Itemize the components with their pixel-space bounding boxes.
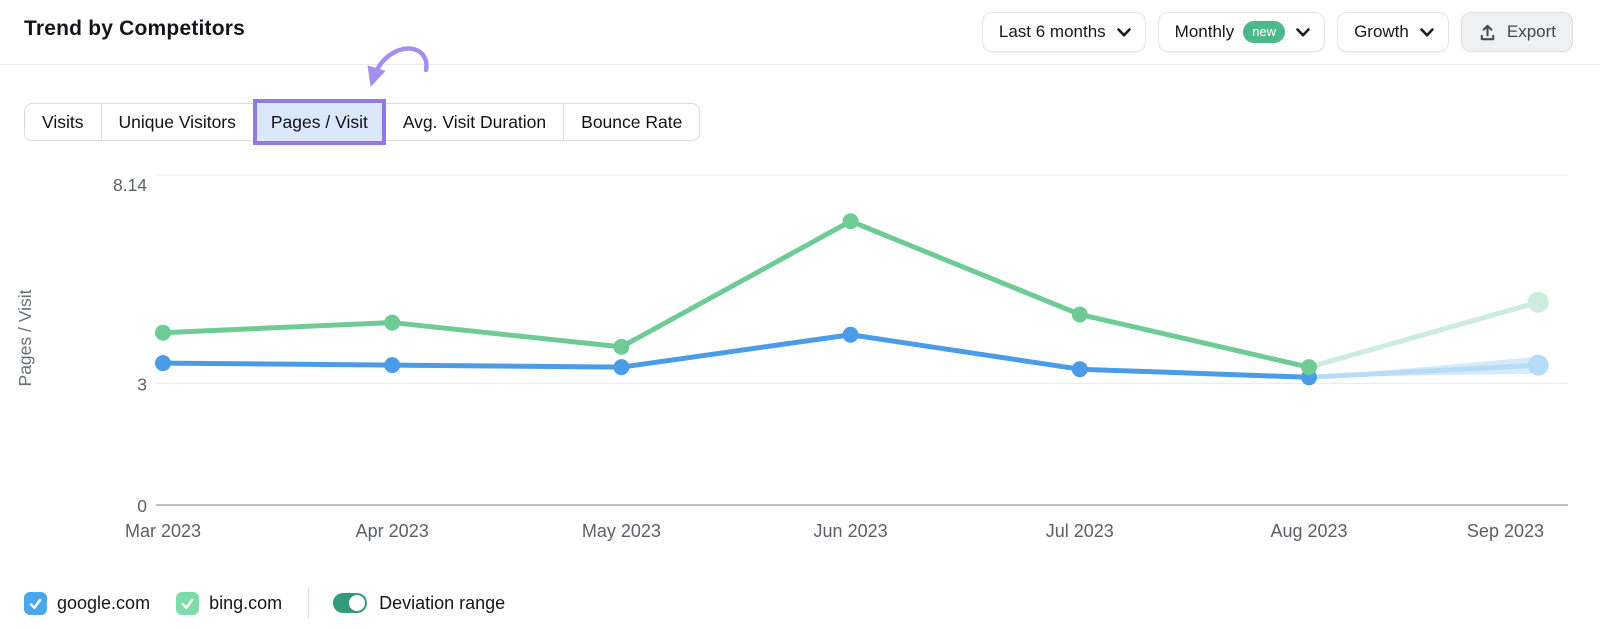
data-point-google.com[interactable] [384, 357, 401, 374]
chevron-down-icon [1420, 27, 1434, 37]
data-point-bing.com[interactable] [384, 314, 401, 331]
y-tick-label: 8.14 [113, 175, 147, 195]
legend-item-bing-com[interactable]: bing.com [176, 591, 283, 615]
trend-chart: 0 3 8.14 Pages / Visit Mar 2023 Apr 2023 May 2… [15, 174, 1568, 541]
tab-visits[interactable]: Visits [24, 103, 102, 141]
tab-unique-visitors[interactable]: Unique Visitors [100, 103, 254, 141]
chevron-down-icon [1116, 27, 1131, 37]
new-badge: new [1243, 21, 1286, 43]
x-tick-label: Jun 2023 [814, 521, 888, 541]
chevron-down-icon [1296, 27, 1310, 37]
tab-bounce-rate[interactable]: Bounce Rate [563, 103, 701, 141]
legend-item-google-com[interactable]: google.com [24, 591, 151, 615]
chart-legend: google.com bing.com Deviation range [24, 588, 505, 618]
header-controls: Last 6 months Monthly new Growth [981, 12, 1573, 52]
y-tick-label: 3 [137, 374, 147, 394]
x-tick-label: Apr 2023 [356, 521, 429, 541]
series-line-bing.com [160, 218, 1312, 370]
data-point-google.com[interactable] [1071, 361, 1088, 378]
chart-area: 0 3 8.14 Pages / Visit Mar 2023 Apr 2023 May 2… [0, 150, 1600, 580]
period-dropdown[interactable]: Last 6 months [981, 12, 1146, 52]
data-point-bing.com[interactable] [842, 213, 859, 230]
deviation-range-label: Deviation range [379, 592, 506, 613]
legend-label: bing.com [209, 592, 283, 613]
data-point-google.com[interactable] [842, 326, 859, 343]
mode-dropdown[interactable]: Growth [1337, 12, 1449, 52]
tab-pages-visit[interactable]: Pages / Visit [252, 99, 386, 145]
toggle-knob [349, 595, 366, 611]
series-line-google.com [160, 332, 1312, 380]
forecast-line-google.com [1306, 362, 1541, 380]
data-point-google.com[interactable] [155, 355, 171, 372]
period-dropdown-label: Last 6 months [998, 22, 1106, 41]
panel-header: Trend by Competitors Last 6 months Month… [0, 0, 1600, 65]
granularity-dropdown[interactable]: Monthly new [1157, 12, 1326, 52]
legend-divider [308, 588, 310, 618]
deviation-range-toggle[interactable] [333, 593, 368, 613]
export-button[interactable]: Export [1460, 12, 1573, 52]
y-tick-label: 0 [137, 496, 147, 516]
data-point-bing.com[interactable] [1071, 306, 1088, 323]
page-title: Trend by Competitors [24, 17, 246, 40]
y-axis-title: Pages / Visit [15, 289, 35, 386]
export-button-label: Export [1506, 22, 1556, 41]
x-tick-label: Aug 2023 [1270, 521, 1347, 541]
data-point-bing.com[interactable] [613, 338, 630, 355]
data-point-bing.com[interactable] [155, 324, 171, 341]
legend-label: google.com [57, 592, 151, 613]
granularity-dropdown-label: Monthly [1174, 22, 1235, 41]
x-tick-label: Sep 2023 [1467, 521, 1544, 541]
checkbox-google-com[interactable] [24, 591, 47, 615]
forecast-line-bing.com [1306, 299, 1541, 370]
metric-tabs: Visits Unique Visitors Pages / Visit Avg. V… [24, 99, 701, 145]
forecast-point-bing.com[interactable] [1527, 291, 1549, 313]
mode-dropdown-label: Growth [1354, 22, 1409, 41]
x-tick-label: Mar 2023 [125, 521, 201, 541]
x-tick-label: May 2023 [582, 521, 661, 541]
tab-avg-visit-duration[interactable]: Avg. Visit Duration [384, 103, 565, 141]
x-tick-label: Jul 2023 [1046, 521, 1114, 541]
checkbox-bing-com[interactable] [176, 591, 200, 615]
deviation-range-toggle-item[interactable]: Deviation range [333, 593, 505, 614]
data-point-google.com[interactable] [613, 359, 630, 376]
export-upload-icon [1478, 23, 1497, 42]
forecast-point-google.com[interactable] [1527, 354, 1549, 376]
data-point-bing.com[interactable] [1301, 359, 1317, 376]
